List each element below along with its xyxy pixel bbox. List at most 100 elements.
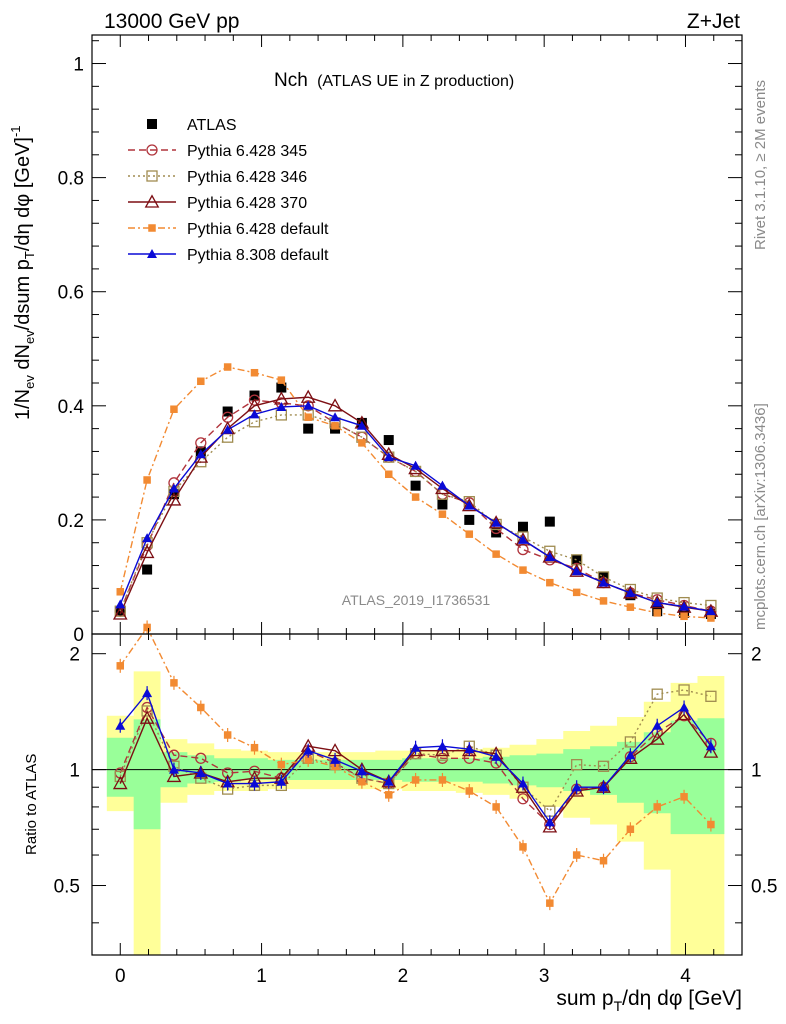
legend-marker-p345 <box>146 144 158 156</box>
plot-title-main: Nch <box>274 70 308 91</box>
point-p370 <box>461 498 477 512</box>
series-line-p345 <box>119 399 712 612</box>
ratio-point-p8def <box>222 778 233 788</box>
ratio-point-p346 <box>141 705 153 717</box>
point-atlas <box>544 516 555 527</box>
point-p6def <box>384 470 393 479</box>
point-p6def <box>465 530 474 538</box>
ratio-point-p6def <box>197 703 205 712</box>
point-atlas <box>142 564 153 575</box>
point-p370 <box>488 515 504 529</box>
plot-title: Nch (ATLAS UE in Z production) <box>274 70 514 91</box>
ratio-point-p346 <box>705 690 717 702</box>
point-p6def <box>626 603 635 611</box>
point-p8def <box>491 517 502 527</box>
x-axis-label: sum pT/dη dφ [GeV] <box>556 987 742 1014</box>
ratio-point-p6def <box>546 899 554 907</box>
ratio-point-p6def <box>358 777 366 786</box>
ratio-point-p6def <box>572 851 581 859</box>
ratio-point-p8def <box>303 745 314 755</box>
ratio-tick-label: 2 <box>69 645 80 666</box>
point-p6def <box>143 476 151 484</box>
ratio-point-p8def <box>115 720 126 730</box>
point-p6def <box>197 377 205 386</box>
ratio-point-p8def <box>356 766 367 776</box>
point-atlas <box>303 423 314 434</box>
ratio-point-p6def <box>304 756 312 764</box>
legend-label-p8def: Pythia 8.308 default <box>187 247 329 264</box>
point-p6def <box>116 588 125 596</box>
point-p8def <box>464 500 475 510</box>
point-p6def <box>358 439 366 447</box>
legend-marker-p8def <box>147 249 157 258</box>
ratio-axis-label: Ratio to ATLAS <box>23 754 40 855</box>
series-line-p346 <box>119 414 711 612</box>
ratio-point-p8def <box>276 776 287 786</box>
ratio-point-p6def <box>680 793 688 801</box>
ratio-point-p8def <box>571 782 582 792</box>
legend-label-p370: Pythia 6.428 370 <box>187 195 307 212</box>
ratio-point-p370 <box>139 710 155 724</box>
legend-entry-p370: Pythia 6.428 370 <box>128 194 307 212</box>
legend-marker-p346 <box>146 170 158 182</box>
point-atlas <box>383 435 394 446</box>
legend-marker-p6def <box>148 224 156 232</box>
point-p8def <box>383 452 394 462</box>
ratio-point-p6def <box>599 856 608 865</box>
point-p6def <box>653 609 661 617</box>
point-p6def <box>170 405 178 413</box>
ratio-band-outer <box>106 671 725 955</box>
ratio-point-p370 <box>166 768 182 783</box>
ratio-point-p6def <box>653 803 661 811</box>
ratio-point-p6def <box>250 743 259 752</box>
ratio-point-p6def <box>707 820 715 829</box>
point-p8def <box>410 460 421 470</box>
ratio-point-p8def <box>625 750 636 760</box>
ratio-point-p8def <box>464 744 475 754</box>
ratio-point-p346 <box>597 760 610 772</box>
ratio-point-p346 <box>678 684 690 696</box>
ratio-point-p346 <box>624 736 637 748</box>
point-p6def <box>492 550 500 558</box>
ratio-tick-label: 1 <box>69 761 80 782</box>
legend-label-p6def: Pythia 6.428 default <box>187 221 329 238</box>
ratio-point-p8def <box>517 778 528 788</box>
legend-label-p346: Pythia 6.428 346 <box>187 169 307 186</box>
ratio-point-p8def <box>544 817 555 827</box>
legend-entry-p8def: Pythia 8.308 default <box>128 247 329 264</box>
point-p6def <box>572 588 581 597</box>
legend-entry-p6def: Pythia 6.428 default <box>128 221 329 238</box>
point-p370 <box>166 492 182 506</box>
point-p8def <box>544 551 555 561</box>
point-p6def <box>250 368 259 377</box>
y-tick-label: 0.8 <box>58 169 84 190</box>
point-p8def <box>625 587 636 597</box>
y-tick-label: 0 <box>73 625 84 646</box>
point-p6def <box>599 597 608 605</box>
y-tick-label: 0.4 <box>58 397 85 418</box>
y-tick-label: 1 <box>73 55 84 76</box>
legend-entry-atlas: ATLAS <box>147 117 237 134</box>
legend: ATLAS Pythia 6.428 345 Pythia 6.428 346 Pyt… <box>128 117 329 264</box>
point-p8def <box>195 449 206 459</box>
point-p6def <box>438 510 447 518</box>
ratio-point-p8def <box>652 720 663 730</box>
point-p370 <box>112 606 128 620</box>
point-p8def <box>115 599 126 609</box>
point-p370 <box>327 398 343 412</box>
point-p370 <box>139 544 155 559</box>
ratio-point-p345 <box>195 752 207 764</box>
y-axis-label: 1/Nev dNev/dsum pT/dη dφ [GeV]-1 <box>8 125 37 420</box>
legend-marker-atlas <box>147 119 157 129</box>
point-p6def <box>331 422 339 430</box>
ratio-point-p8def <box>249 778 260 788</box>
ratio-point-p8def <box>491 751 502 761</box>
point-p8def <box>330 412 341 422</box>
legend-entry-p346: Pythia 6.428 346 <box>128 169 307 186</box>
point-atlas <box>571 554 582 565</box>
point-p6def <box>411 493 420 501</box>
legend-entry-p345: Pythia 6.428 345 <box>128 143 307 160</box>
point-p8def <box>437 480 448 490</box>
y-tick-label: 0.6 <box>58 283 84 304</box>
x-tick-label: 1 <box>256 966 267 987</box>
